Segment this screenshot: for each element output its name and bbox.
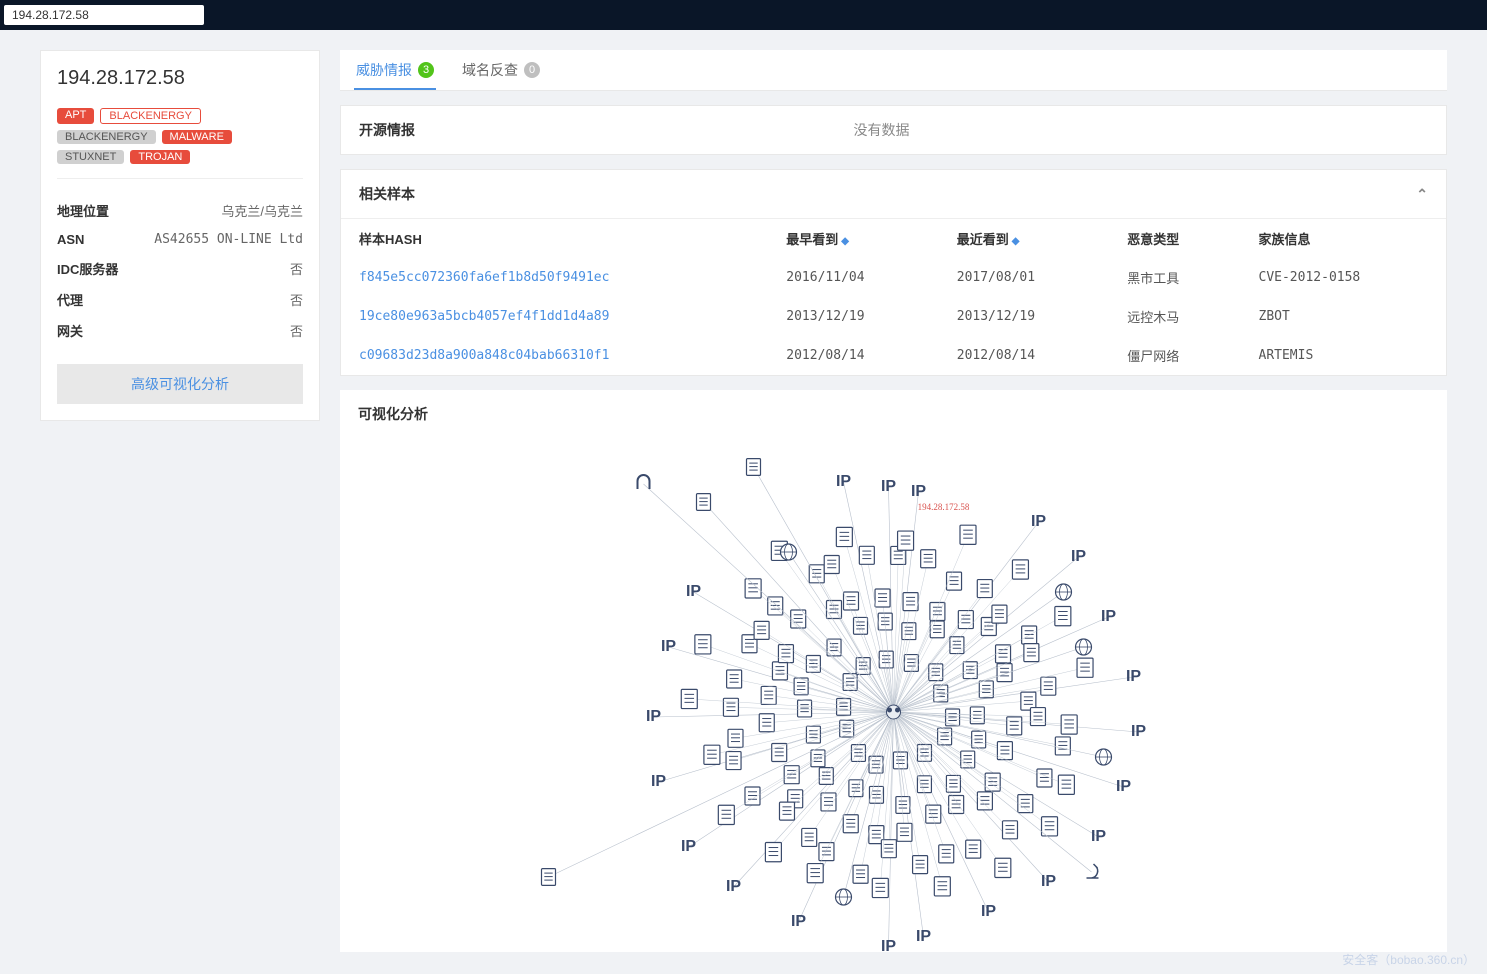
first-seen: 2012/08/14 bbox=[768, 336, 938, 375]
svg-text:IP: IP bbox=[1071, 548, 1086, 565]
info-value: 否 bbox=[290, 321, 303, 340]
tag-blackenergy[interactable]: BLACKENERGY bbox=[100, 108, 201, 124]
hash-link[interactable]: 19ce80e963a5bcb4057ef4f1dd1d4a89 bbox=[359, 309, 609, 324]
advanced-viz-button[interactable]: 高级可视化分析 bbox=[57, 364, 303, 404]
info-label: 网关 bbox=[57, 321, 83, 340]
family: ZBOT bbox=[1241, 297, 1447, 336]
svg-text:IP: IP bbox=[646, 708, 661, 725]
sort-icon: ◆ bbox=[841, 236, 849, 247]
tag-blackenergy[interactable]: BLACKENERGY bbox=[57, 130, 156, 144]
malware-type: 黑市工具 bbox=[1109, 258, 1240, 297]
opensource-title: 开源情报 bbox=[359, 120, 415, 140]
info-row: ASN AS42655 ON-LINE Ltd bbox=[57, 226, 303, 253]
info-label: 代理 bbox=[57, 290, 83, 309]
tag-trojan[interactable]: TROJAN bbox=[130, 150, 190, 164]
samples-table: 样本HASH 最早看到◆ 最近看到◆ 恶意类型 家族信息 f845e5cc072… bbox=[341, 218, 1446, 375]
svg-text:IP: IP bbox=[1101, 608, 1116, 625]
opensource-panel: 开源情报 没有数据 bbox=[340, 105, 1447, 155]
hash-link[interactable]: f845e5cc072360fa6ef1b8d50f9491ec bbox=[359, 270, 609, 285]
tab-badge: 3 bbox=[418, 62, 434, 78]
svg-text:IP: IP bbox=[916, 928, 931, 945]
hash-link[interactable]: c09683d23d8a900a848c04bab66310f1 bbox=[359, 348, 609, 363]
malware-type: 僵尸网络 bbox=[1109, 336, 1240, 375]
viz-panel: 可视化分析 IPIPIPIPIPIPIPIPIPIPIPIPIPIPIPIPIP… bbox=[340, 390, 1447, 952]
info-row: 代理 否 bbox=[57, 284, 303, 315]
col-type: 恶意类型 bbox=[1109, 219, 1240, 259]
svg-text:IP: IP bbox=[1041, 873, 1056, 890]
tab-威胁情报[interactable]: 威胁情报3 bbox=[354, 50, 436, 90]
info-value: AS42655 ON-LINE Ltd bbox=[154, 232, 303, 247]
tab-域名反查[interactable]: 域名反查0 bbox=[460, 50, 542, 90]
col-hash[interactable]: 样本HASH bbox=[341, 219, 768, 259]
info-row: 网关 否 bbox=[57, 315, 303, 346]
network-graph[interactable]: IP IP IP IP IP IP IP IP IP IP IP IP IP IP IP IP IP IP IP IP… bbox=[358, 432, 1429, 952]
samples-panel: 相关样本 ⌃ 样本HASH 最早看到◆ 最近看到◆ 恶意类型 家族信息 f845… bbox=[340, 169, 1447, 376]
table-row: f845e5cc072360fa6ef1b8d50f9491ec 2016/11/… bbox=[341, 258, 1446, 297]
col-last-seen[interactable]: 最近看到◆ bbox=[939, 219, 1109, 259]
svg-text:IP: IP bbox=[881, 478, 896, 495]
first-seen: 2013/12/19 bbox=[768, 297, 938, 336]
info-label: IDC服务器 bbox=[57, 259, 118, 278]
info-value: 否 bbox=[290, 259, 303, 278]
table-row: c09683d23d8a900a848c04bab66310f1 2012/08/… bbox=[341, 336, 1446, 375]
svg-text:IP: IP bbox=[681, 838, 696, 855]
main-content: 威胁情报3 域名反查0 开源情报 没有数据 相关样本 ⌃ 样本HASH 最早看到◆… bbox=[340, 50, 1447, 952]
info-label: 地理位置 bbox=[57, 201, 109, 220]
svg-text:IP: IP bbox=[911, 483, 926, 500]
svg-text:IP: IP bbox=[726, 878, 741, 895]
malware-type: 远控木马 bbox=[1109, 297, 1240, 336]
viz-title: 可视化分析 bbox=[358, 404, 1429, 424]
info-value: 否 bbox=[290, 290, 303, 309]
info-value: 乌克兰/乌克兰 bbox=[221, 201, 303, 220]
sort-icon: ◆ bbox=[1012, 236, 1020, 247]
nodata-text: 没有数据 bbox=[854, 120, 910, 140]
last-seen: 2012/08/14 bbox=[939, 336, 1109, 375]
family: CVE-2012-0158 bbox=[1241, 258, 1447, 297]
collapse-icon[interactable]: ⌃ bbox=[1416, 186, 1428, 203]
svg-text:IP: IP bbox=[791, 913, 806, 930]
svg-text:IP: IP bbox=[881, 938, 896, 952]
svg-text:IP: IP bbox=[1031, 513, 1046, 530]
info-label: ASN bbox=[57, 232, 84, 247]
svg-text:IP: IP bbox=[1131, 723, 1146, 740]
tab-badge: 0 bbox=[524, 62, 540, 78]
last-seen: 2017/08/01 bbox=[939, 258, 1109, 297]
svg-text:IP: IP bbox=[1116, 778, 1131, 795]
svg-text:IP: IP bbox=[686, 583, 701, 600]
info-row: IDC服务器 否 bbox=[57, 253, 303, 284]
svg-text:IP: IP bbox=[661, 638, 676, 655]
tag-stuxnet[interactable]: STUXNET bbox=[57, 150, 124, 164]
first-seen: 2016/11/04 bbox=[768, 258, 938, 297]
table-row: 19ce80e963a5bcb4057ef4f1dd1d4a89 2013/12/… bbox=[341, 297, 1446, 336]
last-seen: 2013/12/19 bbox=[939, 297, 1109, 336]
footer-brand: 安全客（bobao.360.cn） bbox=[1342, 951, 1475, 968]
svg-text:IP: IP bbox=[981, 903, 996, 920]
samples-title: 相关样本 bbox=[359, 184, 415, 204]
col-first-seen[interactable]: 最早看到◆ bbox=[768, 219, 938, 259]
svg-text:IP: IP bbox=[836, 473, 851, 490]
svg-text:194.28.172.58: 194.28.172.58 bbox=[918, 502, 970, 512]
tag-malware[interactable]: MALWARE bbox=[162, 130, 232, 144]
sidebar: 194.28.172.58 APT BLACKENERGY BLACKENERGY M… bbox=[40, 50, 320, 421]
svg-text:IP: IP bbox=[651, 773, 666, 790]
url-bar-container: 194.28.172.58 bbox=[0, 0, 1487, 30]
col-family: 家族信息 bbox=[1241, 219, 1447, 259]
ip-title: 194.28.172.58 bbox=[57, 67, 303, 90]
svg-text:IP: IP bbox=[1126, 668, 1141, 685]
svg-text:IP: IP bbox=[1091, 828, 1106, 845]
tabs: 威胁情报3 域名反查0 bbox=[340, 50, 1447, 91]
url-bar[interactable]: 194.28.172.58 bbox=[4, 5, 204, 25]
tag-apt[interactable]: APT bbox=[57, 108, 94, 124]
tag-list: APT BLACKENERGY BLACKENERGY MALWARE STUXNET T… bbox=[57, 108, 303, 179]
family: ARTEMIS bbox=[1241, 336, 1447, 375]
info-row: 地理位置 乌克兰/乌克兰 bbox=[57, 195, 303, 226]
